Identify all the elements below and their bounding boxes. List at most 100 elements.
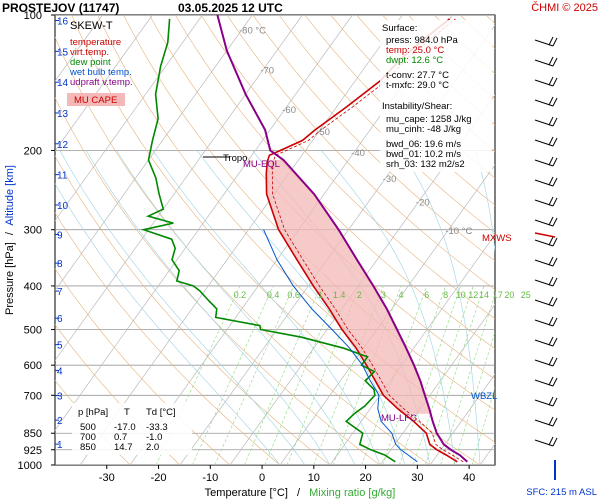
km-tick-label: 4 <box>57 366 63 377</box>
mixing-ratio-label: 1.4 <box>333 290 346 300</box>
km-tick-label: 12 <box>57 140 69 151</box>
isotherm-labels: -80 °C -70 -60 -50 -40 -30 -20 -10 °C <box>239 26 472 238</box>
wind-barb-flag <box>548 156 554 166</box>
isotherm--50 <box>79 15 403 465</box>
dry-adiabat <box>226 15 495 291</box>
pressure-ticks: 100 200 300 400 500 600 700 850 925 1000 <box>18 10 55 472</box>
wind-barb-flag <box>552 297 558 307</box>
mixing-ratio-label: 3 <box>381 290 386 300</box>
table-cell: 850 <box>80 442 96 453</box>
km-tick-label: 5 <box>57 341 63 352</box>
surface-tmxfc: t-mxfc: 29.0 °C <box>386 80 449 91</box>
series-dew_point <box>140 18 396 463</box>
wind-barb-flag <box>552 397 558 407</box>
series-parcel <box>216 15 468 463</box>
x-tick-label: 40 <box>463 472 475 484</box>
level-table: p [hPa] T Td [°C] 500 -17.0 -33.3 700 0.7 -1.… <box>72 403 192 455</box>
wind-barb-shaft <box>534 339 554 347</box>
dry-adiabat <box>252 15 495 262</box>
km-tick-label: 11 <box>57 171 68 182</box>
isotherm--100 <box>55 15 153 152</box>
dry-adiabat <box>200 15 495 320</box>
surface-temp: temp: 25.0 °C <box>386 45 444 56</box>
wind-barb-flag <box>548 236 554 246</box>
y-axis-label-sep: / <box>4 231 16 235</box>
km-tick-label: 6 <box>57 314 63 325</box>
table-cell: 14.7 <box>114 442 133 453</box>
legend-cape: MU CAPE <box>74 95 117 106</box>
km-tick-label: 7 <box>57 287 63 298</box>
series-virtual-temp <box>271 18 464 463</box>
moist-adiabat <box>530 151 536 466</box>
km-tick-label: 8 <box>57 259 63 270</box>
wind-barb-shaft <box>534 99 554 107</box>
wind-barb-flag <box>552 137 558 147</box>
wind-barb-flag <box>552 417 558 427</box>
wind-barb-flag <box>548 136 554 146</box>
isotherm-label: -10 °C <box>445 226 472 237</box>
wind-barb-flag <box>548 336 554 346</box>
table-cell: 2.0 <box>146 442 159 453</box>
mixing-ratio-line <box>214 285 294 465</box>
km-tick-label: 14 <box>57 78 69 89</box>
wind-barb-shaft <box>534 259 554 267</box>
wind-barb-shaft <box>534 279 554 287</box>
wind-barb-flag <box>552 77 558 87</box>
copyright: ČHMI © 2025 <box>531 1 598 14</box>
mixing-ratio-label: 1 <box>318 290 323 300</box>
isotherm-label: -60 <box>282 105 296 116</box>
wind-barb-flag <box>548 256 554 266</box>
moist-adiabat <box>116 150 356 465</box>
wind-barb-flag <box>552 437 558 447</box>
legend-temperature: temperature <box>70 37 121 48</box>
isotherm--10 <box>279 164 495 465</box>
moist-adiabat <box>55 183 281 465</box>
mixing-ratio-line <box>192 285 274 465</box>
wind-barb-shaft <box>534 39 554 47</box>
series-temperature <box>265 18 458 463</box>
mixing-ratio-line <box>244 285 321 465</box>
info-panel: Surface: press: 984.0 hPa temp: 25.0 °C … <box>380 20 492 172</box>
info-panel-bg <box>380 20 492 172</box>
wind-barb-flag <box>552 97 558 107</box>
x-axis-label-mixing: Mixing ratio [g/kg] <box>309 487 395 499</box>
x-axis-label-temp: Temperature [°C] <box>205 487 288 499</box>
isotherm-label: -50 <box>316 127 330 138</box>
x-tick-label: 0 <box>259 472 265 484</box>
table-cell: -17.0 <box>114 422 136 433</box>
p-tick-label: 500 <box>24 325 42 337</box>
wind-barb-flag <box>552 217 558 227</box>
x-tick-label: 30 <box>411 472 423 484</box>
isotherm-label: -40 <box>351 148 365 159</box>
tropo-label: Tropo <box>223 153 247 164</box>
p-tick-label: 200 <box>24 145 42 157</box>
legend: SKEW-T temperature virt.temp. dew point … <box>67 20 133 106</box>
isotherm-20 <box>429 373 495 465</box>
surface-title: Surface: <box>382 23 417 34</box>
isotherm-label: -70 <box>260 66 274 77</box>
moist-adiabat <box>321 150 456 465</box>
isotherm-40 <box>530 15 600 465</box>
table-cell: 700 <box>80 432 96 443</box>
wind-barb-flag <box>552 117 558 127</box>
legend-updraft: udpraft v.temp. <box>70 77 133 88</box>
mixing-ratio-line <box>440 293 495 465</box>
level-table-bg <box>72 403 192 455</box>
mixing-ratio-label: 14 <box>479 290 489 300</box>
table-cell: -33.3 <box>146 422 168 433</box>
wind-barb-shaft <box>534 419 554 427</box>
mxws-barb <box>534 232 556 238</box>
dry-adiabat <box>55 36 431 465</box>
p-tick-label: 300 <box>24 225 42 237</box>
dry-adiabat <box>55 268 231 465</box>
surface-tconv: t-conv: 27.7 °C <box>386 70 449 81</box>
km-tick-label: 1 <box>57 440 63 451</box>
surface-press: press: 984.0 hPa <box>386 35 459 46</box>
isotherm--60 <box>55 15 353 431</box>
wind-barb-shaft <box>534 159 554 167</box>
km-tick-label: 13 <box>57 109 69 120</box>
instability-srh03: srh_03: 132 m2/s2 <box>386 159 465 170</box>
mixing-ratio-line <box>412 285 474 465</box>
mixing-ratio-label: 10 <box>456 290 466 300</box>
sfc-label: SFC: 215 m ASL <box>526 487 597 498</box>
